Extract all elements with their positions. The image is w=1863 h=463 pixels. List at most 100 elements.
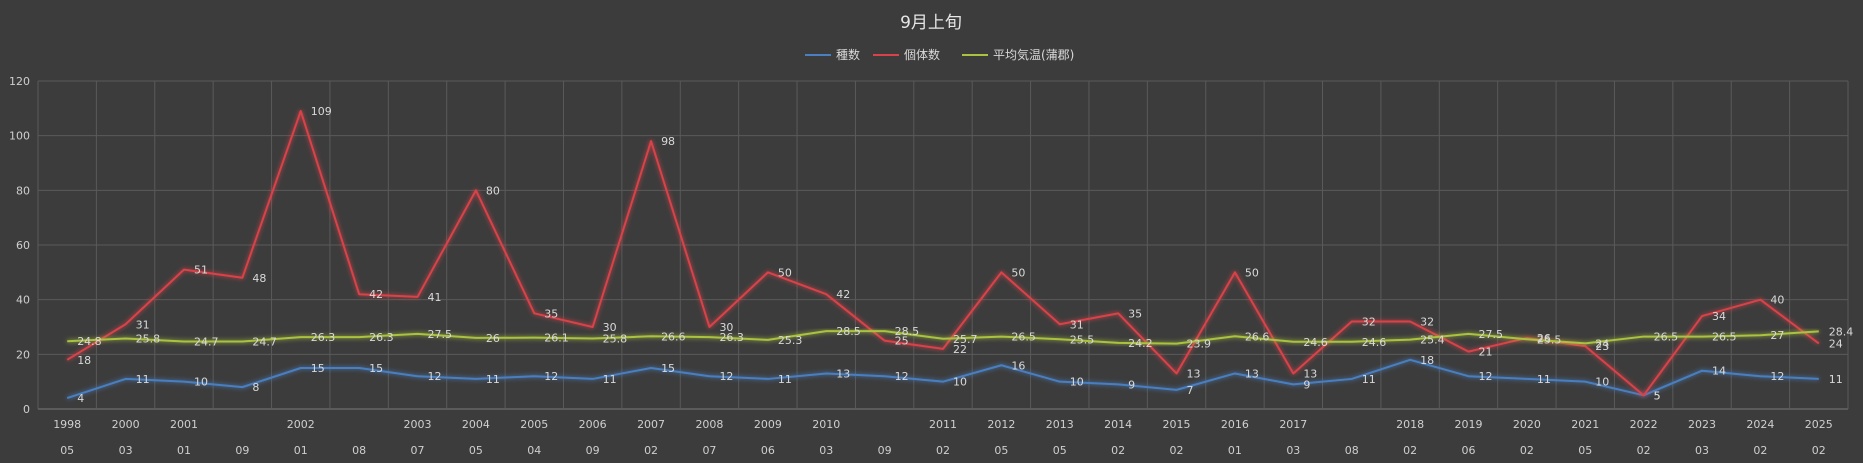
data-label: 24.7	[194, 335, 219, 348]
y-tick-label: 60	[16, 239, 30, 252]
data-label: 23.9	[1187, 338, 1212, 351]
data-label: 12	[1478, 370, 1492, 383]
x-tick-day: 08	[352, 444, 366, 457]
x-tick-day: 02	[936, 444, 950, 457]
data-label: 13	[836, 367, 850, 380]
x-tick-year: 2022	[1630, 418, 1658, 431]
x-tick-day: 03	[819, 444, 833, 457]
data-label: 9	[1303, 378, 1310, 391]
data-label: 13	[1245, 367, 1259, 380]
x-tick-year: 2020	[1513, 418, 1541, 431]
data-label: 26	[1537, 332, 1551, 345]
data-label: 26.1	[544, 332, 569, 345]
data-label: 25.4	[1420, 334, 1445, 347]
data-label: 24.7	[252, 335, 277, 348]
y-tick-label: 40	[16, 294, 30, 307]
x-tick-day: 05	[60, 444, 74, 457]
data-label: 27.5	[1478, 328, 1503, 341]
data-label: 10	[1070, 376, 1084, 389]
data-label: 10	[1595, 376, 1609, 389]
x-tick-year: 2025	[1805, 418, 1833, 431]
x-tick-day: 06	[1461, 444, 1475, 457]
x-tick-year: 2008	[695, 418, 723, 431]
y-tick-label: 80	[16, 184, 30, 197]
y-axis-ticks: 0 20 40 60 80 100 120	[9, 75, 30, 416]
x-tick-year: 2019	[1454, 418, 1482, 431]
x-tick-year: 2009	[754, 418, 782, 431]
data-label: 22	[953, 343, 967, 356]
y-tick-label: 0	[23, 403, 30, 416]
data-label: 9	[1128, 378, 1135, 391]
data-label: 25.7	[953, 333, 978, 346]
x-tick-day: 05	[1578, 444, 1592, 457]
x-tick-day: 02	[1812, 444, 1826, 457]
data-label: 12	[544, 370, 558, 383]
x-tick-day: 01	[1228, 444, 1242, 457]
data-label: 26.6	[1245, 330, 1270, 343]
data-label: 18	[1420, 354, 1434, 367]
data-label: 25.3	[778, 334, 803, 347]
data-label: 10	[953, 376, 967, 389]
data-label: 48	[252, 272, 266, 285]
data-label: 11	[1829, 373, 1843, 386]
gridlines	[37, 80, 1849, 410]
x-tick-year: 2021	[1571, 418, 1599, 431]
data-label: 26	[486, 332, 500, 345]
x-tick-day: 01	[177, 444, 191, 457]
x-tick-day: 06	[761, 444, 775, 457]
data-label: 11	[1362, 373, 1376, 386]
data-label: 51	[194, 264, 208, 277]
data-label: 25.5	[1070, 333, 1095, 346]
data-label: 40	[1770, 294, 1784, 307]
data-label: 27	[1770, 329, 1784, 342]
data-label: 25.5	[1537, 333, 1562, 346]
x-tick-day: 07	[702, 444, 716, 457]
data-label: 4	[77, 392, 84, 405]
x-tick-year: 2013	[1046, 418, 1074, 431]
x-tick-day: 03	[119, 444, 133, 457]
x-tick-year: 2018	[1396, 418, 1424, 431]
y-tick-label: 20	[16, 348, 30, 361]
series-line-2	[67, 330, 1819, 345]
x-tick-day: 02	[1520, 444, 1534, 457]
chart-title: 9月上旬	[900, 13, 962, 33]
data-label: 30	[719, 321, 733, 334]
x-tick-year: 2004	[462, 418, 490, 431]
data-label: 80	[486, 184, 500, 197]
x-tick-day: 02	[1170, 444, 1184, 457]
x-tick-year: 2006	[579, 418, 607, 431]
x-tick-year: 2023	[1688, 418, 1716, 431]
data-label: 13	[1187, 367, 1201, 380]
data-label: 24.6	[1362, 336, 1387, 349]
data-label: 30	[603, 321, 617, 334]
x-tick-day: 01	[294, 444, 308, 457]
legend-label: 種数	[836, 47, 860, 62]
data-label: 24.8	[77, 335, 102, 348]
data-label: 31	[136, 318, 150, 331]
x-tick-year: 2012	[987, 418, 1015, 431]
data-label: 24.2	[1128, 337, 1153, 350]
x-tick-day: 08	[1345, 444, 1359, 457]
data-label: 5	[1654, 389, 1661, 402]
data-label: 7	[1187, 384, 1194, 397]
series-lines	[66, 110, 1820, 400]
data-label: 98	[661, 135, 675, 148]
data-label: 12	[895, 370, 909, 383]
data-label: 18	[77, 354, 91, 367]
x-tick-year: 2016	[1221, 418, 1249, 431]
x-tick-day: 02	[1637, 444, 1651, 457]
data-label: 13	[1303, 367, 1317, 380]
data-label: 11	[778, 373, 792, 386]
data-label: 26.5	[1654, 331, 1679, 344]
x-tick-year: 2001	[170, 418, 198, 431]
x-tick-day: 04	[527, 444, 541, 457]
x-tick-day: 03	[1695, 444, 1709, 457]
x-tick-day: 02	[1111, 444, 1125, 457]
data-label: 28.5	[895, 325, 920, 338]
data-label: 34	[1712, 310, 1726, 323]
x-tick-day: 09	[878, 444, 892, 457]
x-tick-year: 2007	[637, 418, 665, 431]
legend-label: 個体数	[904, 47, 940, 62]
